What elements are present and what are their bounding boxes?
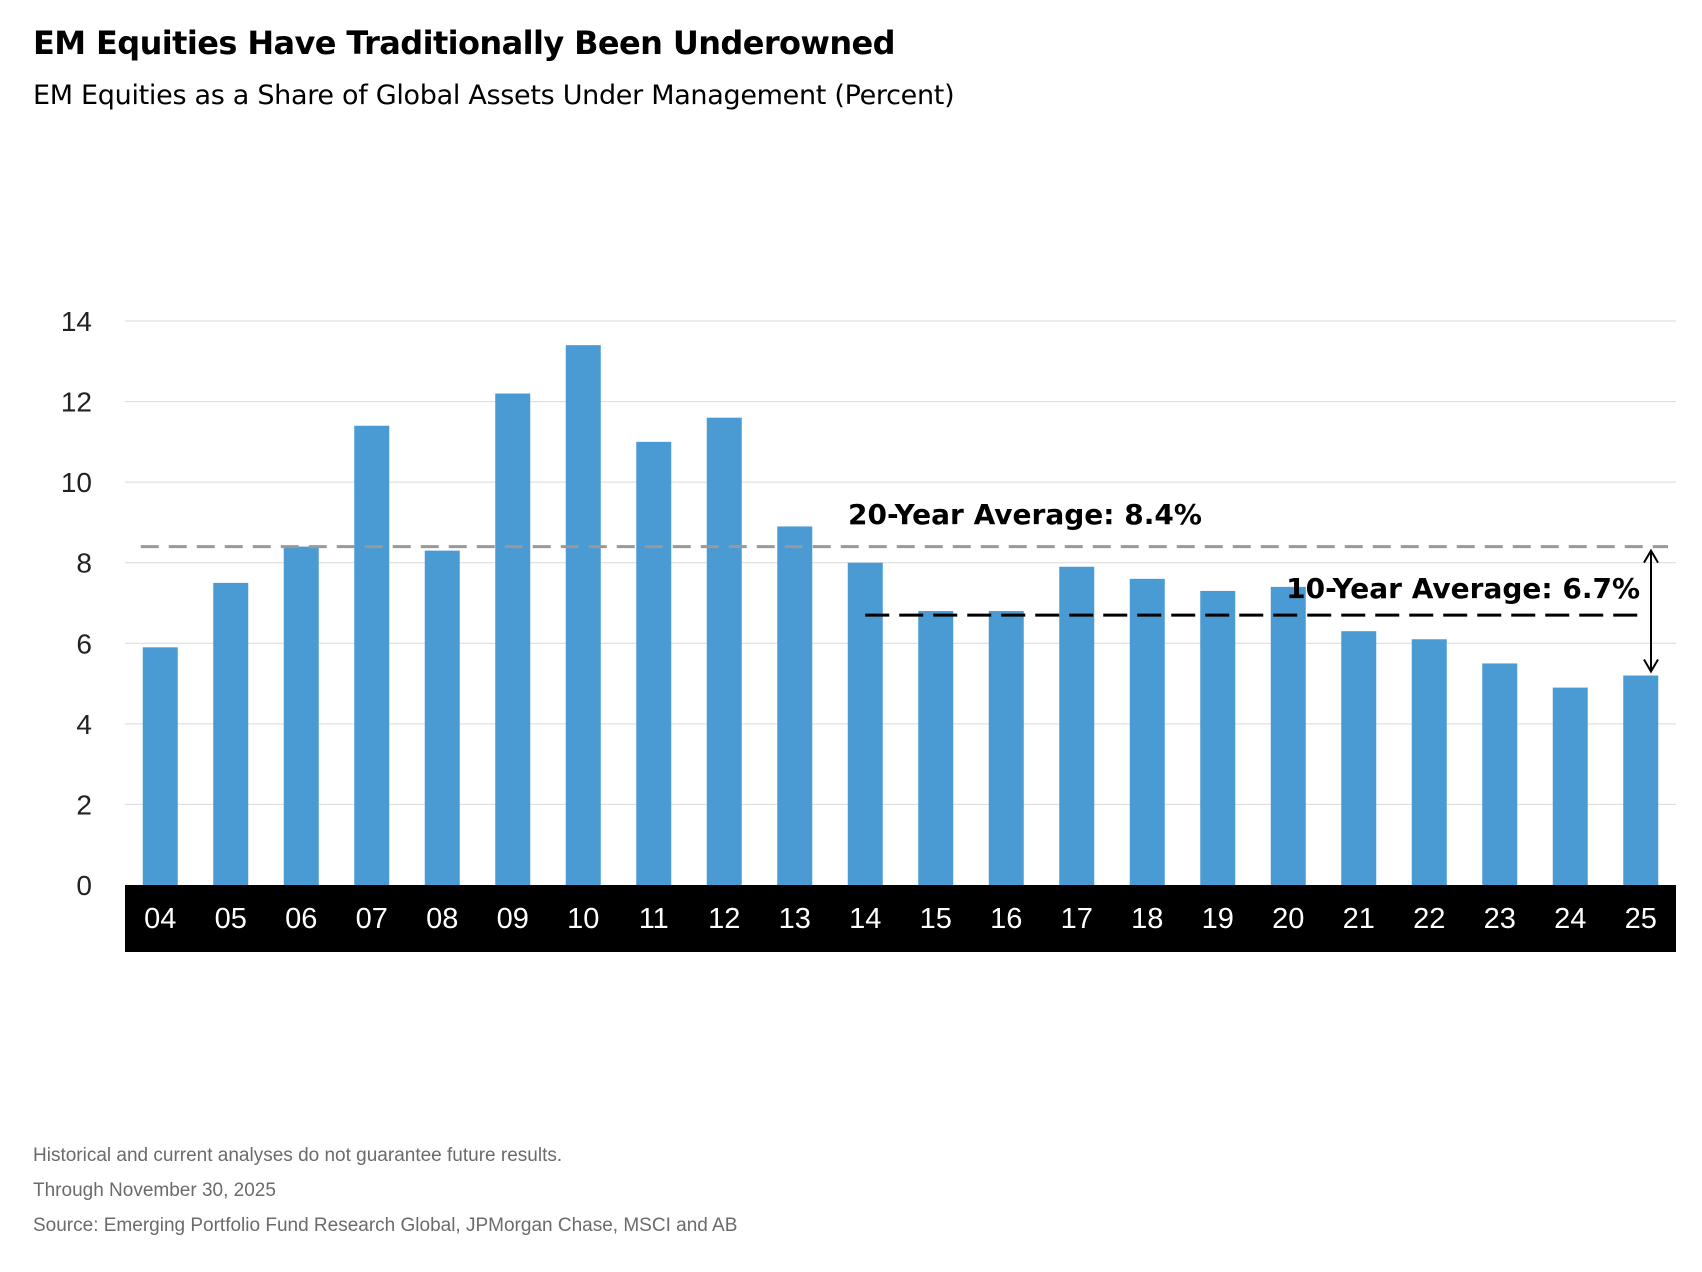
x-tick-label: 16 bbox=[990, 903, 1022, 935]
x-tick-label: 17 bbox=[1061, 903, 1093, 935]
bar bbox=[213, 582, 249, 885]
x-tick-label: 24 bbox=[1554, 903, 1586, 935]
bar bbox=[1552, 687, 1588, 885]
bar bbox=[918, 611, 954, 885]
bar bbox=[777, 526, 813, 885]
x-tick-label: 23 bbox=[1484, 903, 1516, 935]
twenty-year-average-label: 20-Year Average: 8.4% bbox=[848, 498, 1202, 531]
x-tick-label: 15 bbox=[920, 903, 952, 935]
bar bbox=[1623, 675, 1659, 885]
x-tick-label: 11 bbox=[639, 903, 669, 935]
x-tick-label: 20 bbox=[1272, 903, 1304, 935]
bar bbox=[283, 546, 319, 885]
y-tick-label: 6 bbox=[76, 628, 92, 659]
x-tick-label: 07 bbox=[356, 903, 388, 935]
x-tick-label: 19 bbox=[1202, 903, 1234, 935]
x-tick-label: 10 bbox=[567, 903, 599, 935]
date-note: Through November 30, 2025 bbox=[33, 1180, 276, 1201]
x-tick-label: 13 bbox=[779, 903, 811, 935]
bar bbox=[495, 393, 531, 885]
bar bbox=[1482, 663, 1518, 885]
x-tick-label: 09 bbox=[497, 903, 529, 935]
y-tick-label: 0 bbox=[76, 870, 92, 901]
chart-subtitle: EM Equities as a Share of Global Assets … bbox=[33, 80, 955, 111]
x-tick-label: 21 bbox=[1343, 903, 1375, 935]
bar bbox=[1059, 566, 1095, 885]
bar bbox=[1341, 631, 1377, 885]
y-tick-label: 4 bbox=[76, 709, 92, 740]
bar bbox=[565, 345, 601, 886]
ten-year-average-label: 10-Year Average: 6.7% bbox=[1286, 572, 1640, 605]
bar bbox=[636, 441, 672, 885]
x-tick-label: 08 bbox=[426, 903, 458, 935]
y-tick-label: 2 bbox=[76, 789, 92, 820]
bar bbox=[988, 611, 1024, 885]
y-tick-label: 12 bbox=[61, 387, 92, 418]
bar bbox=[706, 417, 742, 885]
x-tick-label: 25 bbox=[1625, 903, 1657, 935]
bar bbox=[1200, 590, 1236, 885]
x-tick-label: 18 bbox=[1131, 903, 1163, 935]
x-axis-band bbox=[125, 885, 1676, 952]
source-note: Source: Emerging Portfolio Fund Research… bbox=[33, 1215, 738, 1236]
bar bbox=[142, 647, 178, 885]
x-tick-label: 12 bbox=[708, 903, 740, 935]
bar bbox=[1411, 639, 1447, 885]
bar bbox=[847, 562, 883, 885]
y-tick-label: 8 bbox=[76, 548, 92, 579]
footnotes: Historical and current analyses do not g… bbox=[33, 1138, 737, 1243]
x-tick-label: 14 bbox=[849, 903, 881, 935]
chart-title: EM Equities Have Traditionally Been Unde… bbox=[33, 24, 896, 62]
gap-arrow-head-top bbox=[1643, 548, 1659, 564]
bar bbox=[424, 550, 460, 885]
x-tick-label: 06 bbox=[285, 903, 317, 935]
bar bbox=[1270, 586, 1306, 885]
bar bbox=[354, 425, 390, 885]
bar bbox=[1129, 578, 1165, 885]
x-tick-label: 05 bbox=[215, 903, 247, 935]
y-tick-label: 10 bbox=[61, 467, 92, 498]
y-tick-label: 14 bbox=[61, 306, 92, 337]
gap-arrow-head-bottom bbox=[1643, 659, 1659, 674]
x-tick-label: 22 bbox=[1413, 903, 1445, 935]
disclaimer-note: Historical and current analyses do not g… bbox=[33, 1145, 563, 1166]
x-tick-label: 04 bbox=[144, 903, 176, 935]
